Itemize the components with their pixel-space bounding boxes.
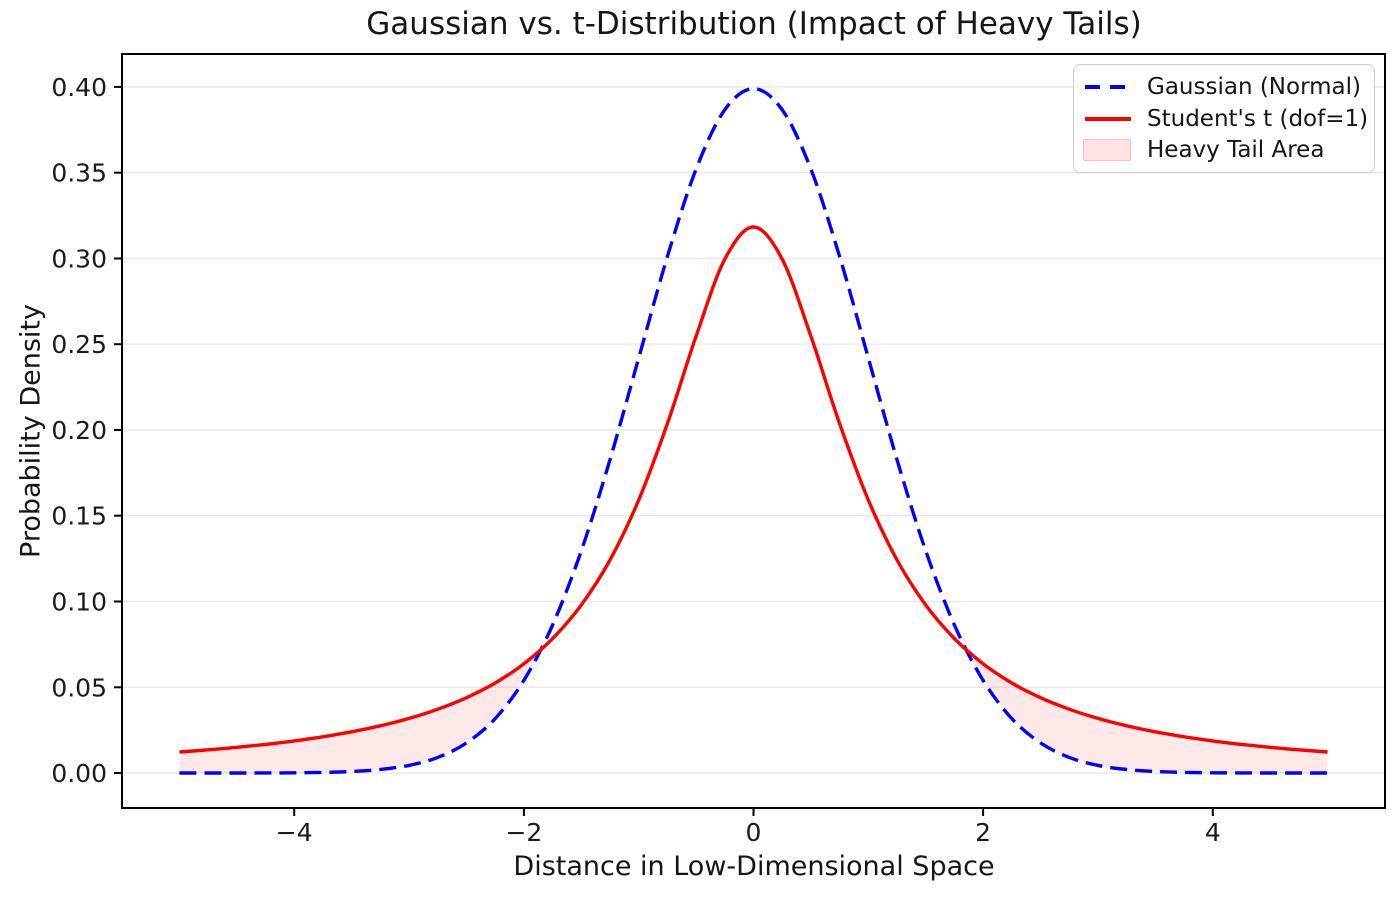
chart-title: Gaussian vs. t-Distribution (Impact of H… xyxy=(366,6,1142,42)
curve-gaussian xyxy=(179,87,1328,775)
y-tick-label: 0.15 xyxy=(51,502,107,531)
y-tick-label: 0.20 xyxy=(51,416,107,445)
heavy-tail-fill xyxy=(179,650,540,773)
y-tick-label: 0.40 xyxy=(51,73,107,102)
y-tick-label: 0.05 xyxy=(51,673,107,702)
x-tick-label: −2 xyxy=(505,818,542,847)
legend: Gaussian (Normal) Student's t (dof=1) Heav… xyxy=(1073,64,1375,173)
x-tick-label: 4 xyxy=(1205,818,1221,847)
legend-label: Gaussian (Normal) xyxy=(1147,73,1361,100)
legend-line-sample xyxy=(1085,116,1131,121)
y-tick-label: 0.10 xyxy=(51,588,107,617)
x-axis-label: Distance in Low-Dimensional Space xyxy=(513,851,995,882)
x-tick-label: 0 xyxy=(746,818,762,847)
heavy-tail-fill xyxy=(967,650,1328,773)
legend-item: Student's t (dof=1) xyxy=(1083,103,1369,135)
legend-patch-swatch xyxy=(1083,139,1133,162)
legend-dashed-line-swatch xyxy=(1083,83,1133,91)
legend-label: Heavy Tail Area xyxy=(1147,137,1325,164)
legend-label: Student's t (dof=1) xyxy=(1147,105,1369,132)
y-tick-label: 0.35 xyxy=(51,159,107,188)
legend-line-swatch xyxy=(1083,115,1133,123)
x-tick-label: −4 xyxy=(276,818,313,847)
x-tick-label: 2 xyxy=(975,818,991,847)
y-tick-label: 0.00 xyxy=(51,759,107,788)
y-tick-label: 0.30 xyxy=(51,245,107,274)
curve-student-t xyxy=(179,225,1328,754)
y-tick-label: 0.25 xyxy=(51,330,107,359)
legend-line-sample xyxy=(1085,84,1131,89)
heavy-tail-patch xyxy=(1083,139,1131,162)
y-axis-label: Probability Density xyxy=(15,304,47,558)
legend-item: Heavy Tail Area xyxy=(1083,134,1366,166)
legend-item: Gaussian (Normal) xyxy=(1083,71,1366,103)
